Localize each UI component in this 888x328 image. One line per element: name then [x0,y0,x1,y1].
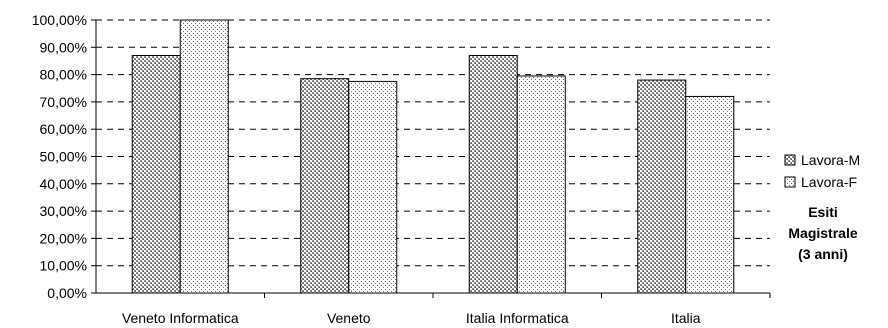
legend-swatch [784,154,796,166]
y-tick-label: 80,00% [40,67,87,83]
y-tick-label: 60,00% [40,121,87,137]
y-tick-label: 50,00% [40,149,87,165]
y-tick-label: 10,00% [40,258,87,274]
x-category-label: Veneto Informatica [122,310,239,326]
y-tick-label: 30,00% [40,203,87,219]
x-category-label: Veneto [327,310,371,326]
legend-swatch [784,176,796,188]
bar-lavora-m [468,54,518,294]
y-axis-ticks: 0,00% 10,00% 20,00% 30,00% 40,00% 50,00% 60,00… [32,12,96,301]
y-tick-label: 20,00% [40,230,87,246]
y-tick-label: 40,00% [40,176,87,192]
legend: Lavora-M Lavora-F Esiti Magistrale (3 anni) [784,152,860,262]
legend-title-line: Esiti [808,204,838,220]
bar-lavora-m [131,54,181,294]
x-category-label: Italia [671,310,701,326]
bar-lavora-f [348,80,398,294]
legend-title-line: (3 anni) [798,246,848,262]
bar-lavora-m [300,78,350,294]
legend-title-line: Magistrale [788,225,857,241]
x-axis-categories: Veneto Informatica Veneto Italia Informati… [122,310,701,326]
bar-lavora-f [516,75,566,294]
bar-lavora-f [179,19,229,294]
y-tick-label: 100,00% [32,12,87,28]
legend-label: Lavora-M [801,152,860,168]
bar-lavora-m [637,79,687,294]
bar-lavora-f [685,95,735,294]
x-category-label: Italia Informatica [466,310,569,326]
y-tick-label: 90,00% [40,39,87,55]
legend-label: Lavora-F [801,174,857,190]
y-tick-label: 70,00% [40,94,87,110]
bars [131,19,735,294]
y-tick-label: 0,00% [47,285,87,301]
